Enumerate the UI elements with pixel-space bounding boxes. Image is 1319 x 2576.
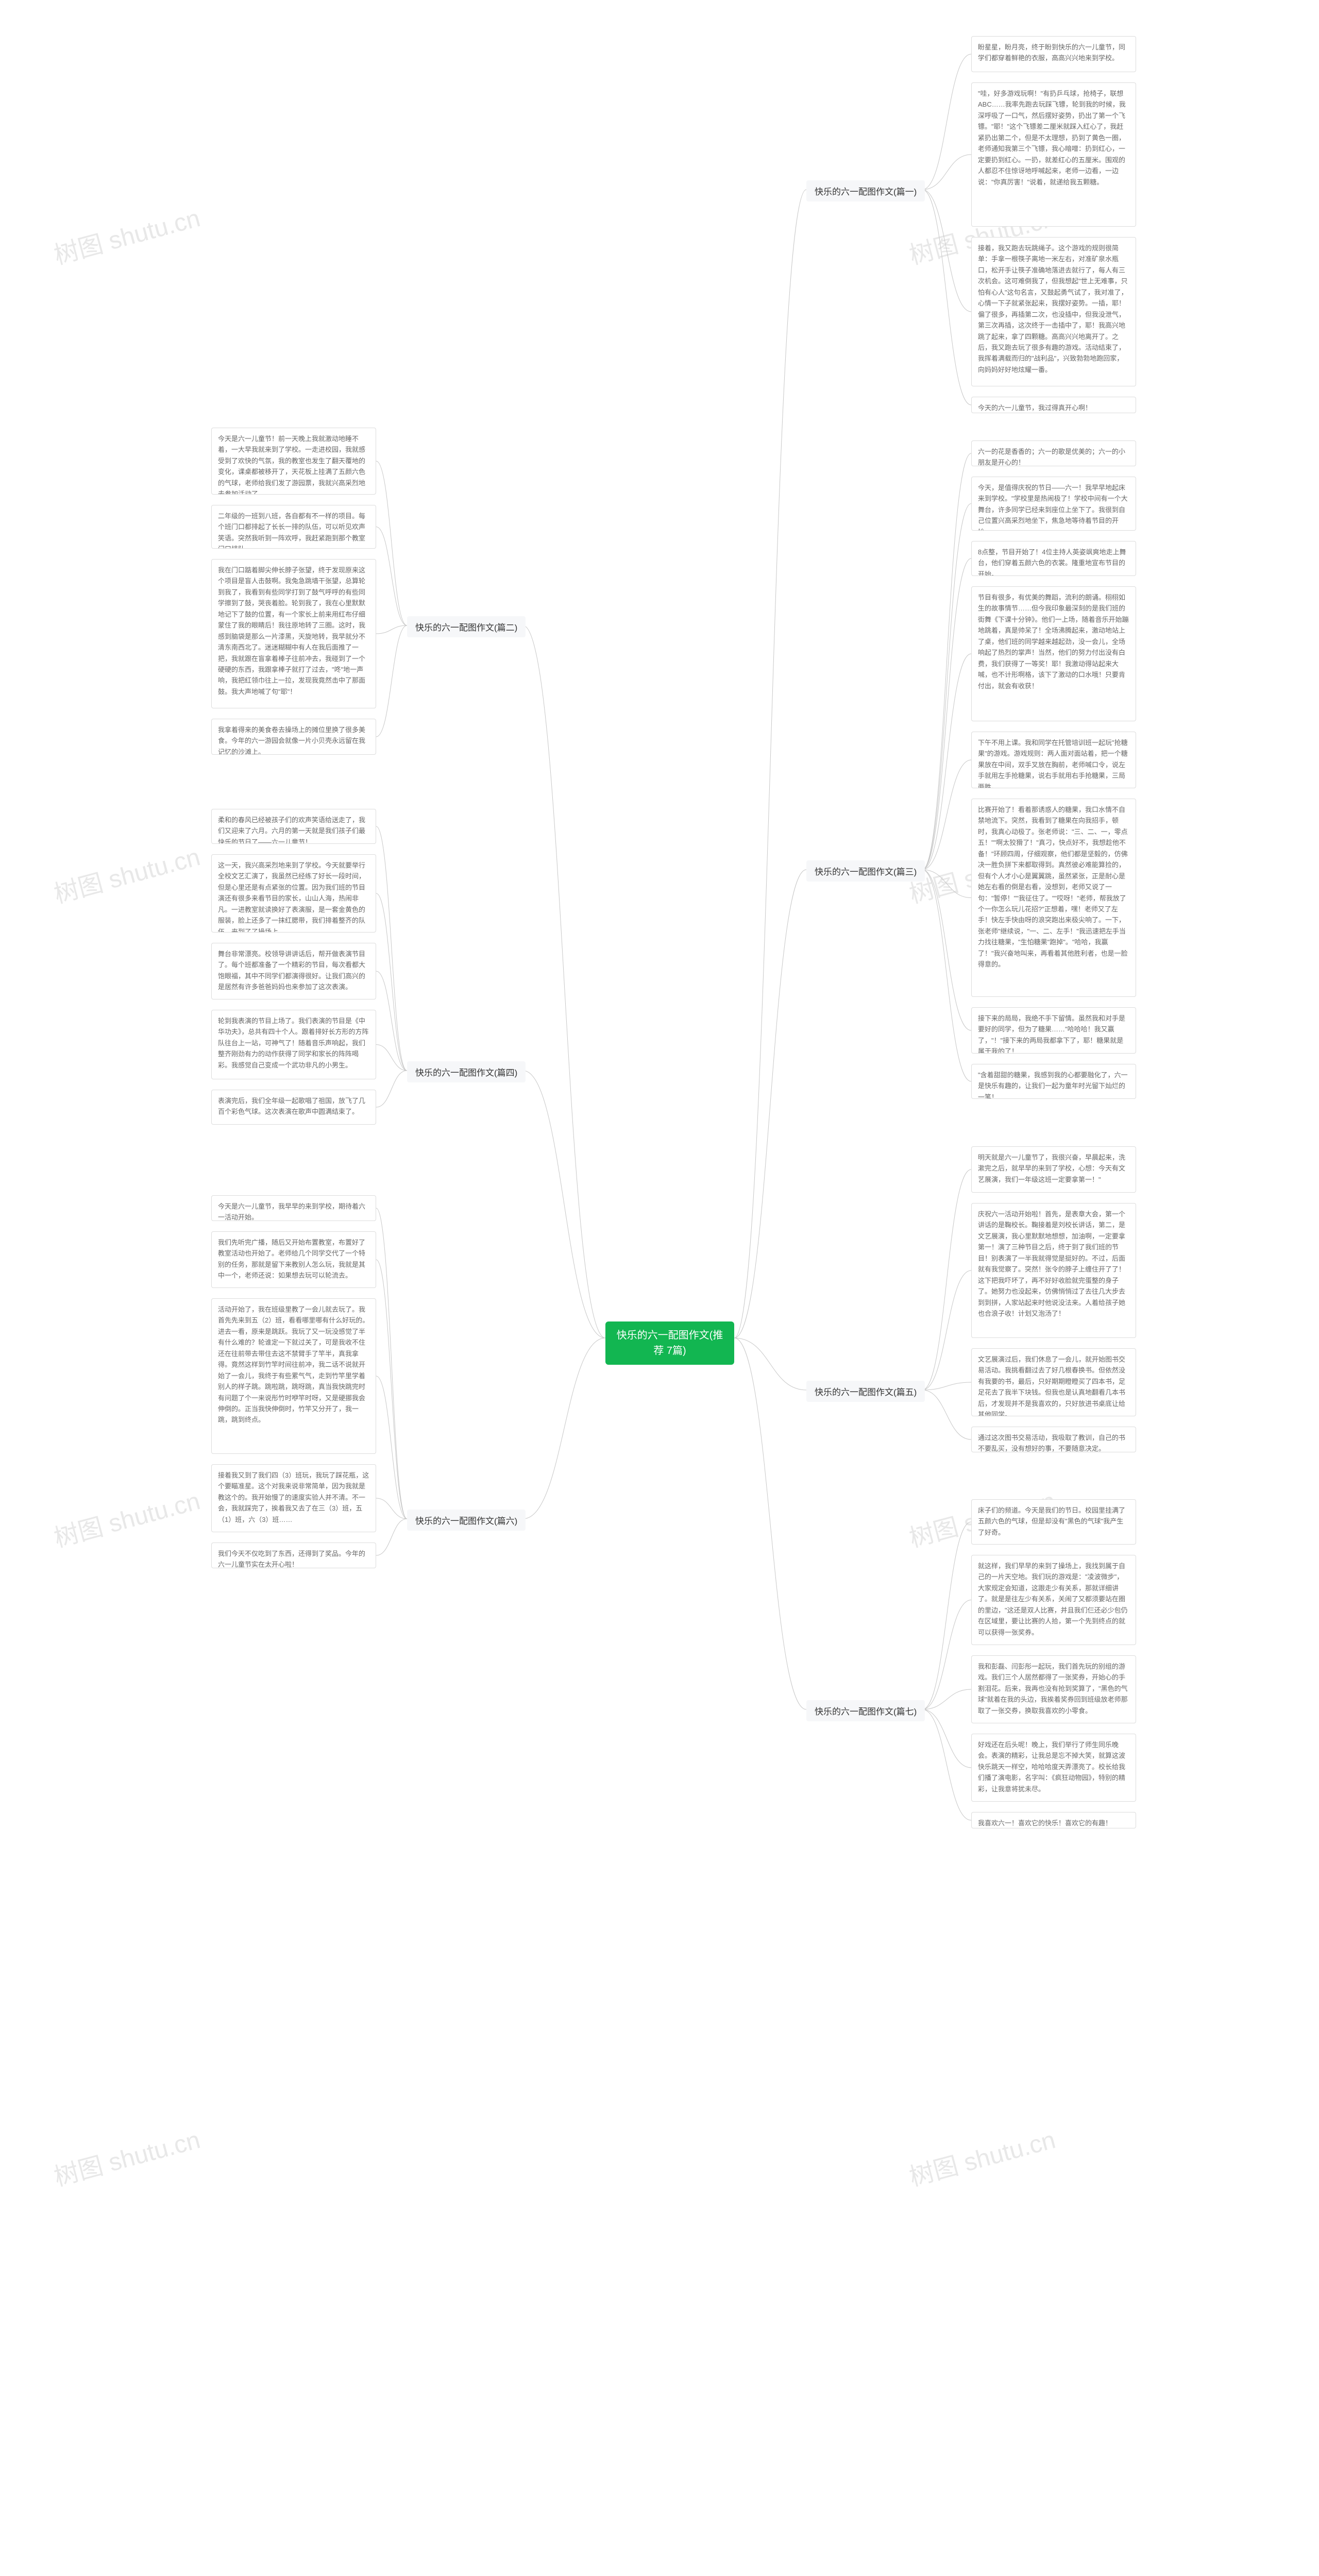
leaf-b3-0: 六一的花是香香的；六一的歌是优美的；六一的小朋友是开心的！: [971, 440, 1136, 466]
watermark: 树图 shutu.cn: [905, 2120, 1059, 2193]
leaf-text: 下午不用上课。我和同学在托管培训班一起玩"抢糖果"的游戏。游戏规则：两人面对面站…: [978, 739, 1128, 788]
branch-b1: 快乐的六一配图作文(篇一): [806, 180, 925, 201]
leaf-b1-0: 盼星星，盼月亮，终于盼到快乐的六一儿童节，同学们都穿着鲜艳的衣服，高高兴兴地来到…: [971, 36, 1136, 72]
leaf-b5-0: 明天就是六一儿童节了，我很兴奋，早晨起来，洗漱完之后，就早早的来到了学校，心想：…: [971, 1146, 1136, 1193]
leaf-b5-2: 文艺展演过后，我们休息了一会儿，就开始图书交易活动。我挑看翻过去了好几根春换书。…: [971, 1348, 1136, 1416]
leaf-b6-1: 我们先听完广播，随后又开始布置教室，布置好了教室活动也开始了。老师给几个同学交代…: [211, 1231, 376, 1288]
leaf-text: 今天是六一儿童节，我早早的来到学校，期待着六一活动开始。: [218, 1202, 365, 1221]
branch-b5: 快乐的六一配图作文(篇五): [806, 1381, 925, 1402]
leaf-text: 表演完后，我们全年级一起歌唱了祖国，放飞了几百个彩色气球。这次表演在歌声中圆满结…: [218, 1097, 365, 1115]
leaf-b6-4: 我们今天不仅吃到了东西，还得到了奖品。今年的六一儿童节实在太开心啦！: [211, 1543, 376, 1568]
root-label: 快乐的六一配图作文(推荐 7篇): [617, 1330, 723, 1357]
leaf-b2-0: 今天是六一儿童节！前一天晚上我就激动地睡不着，一大早我就来到了学校。一走进校园，…: [211, 428, 376, 495]
leaf-b7-0: 床子们的频道。今天是我们的节日。校园里挂满了五颜六色的气球，但是却没有"黑色的气…: [971, 1499, 1136, 1545]
leaf-b4-2: 舞台非常漂亮。校领导讲讲话后，帮开做表演节目了。每个班都准备了一个精彩的节目，每…: [211, 943, 376, 999]
branch-label: 快乐的六一配图作文(篇二): [415, 623, 517, 633]
leaf-text: "哇，好多游戏玩啊！"有扔乒乓球，抢椅子，联想ABC……我率先跑去玩踩飞镖，轮到…: [978, 90, 1126, 186]
leaf-text: 节目有很多，有优美的舞蹈，流利的朗诵。栩栩如生的故事情节……但今我印象最深刻的是…: [978, 594, 1129, 690]
leaf-text: 明天就是六一儿童节了，我很兴奋，早晨起来，洗漱完之后，就早早的来到了学校，心想：…: [978, 1154, 1125, 1183]
leaf-text: 接下来的局局，我绝不手下留情。虽然我和对手是要好的同学，但为了糖果……"哈哈哈！…: [978, 1014, 1125, 1054]
leaf-text: 文艺展演过后，我们休息了一会儿，就开始图书交易活动。我挑看翻过去了好几根春换书。…: [978, 1355, 1125, 1416]
leaf-b3-1: 今天，是值得庆祝的节日——六一！我早早地起床来到学校。"学校里是热闹极了！学校中…: [971, 477, 1136, 531]
leaf-b4-1: 这一天，我兴高采烈地来到了学校。今天就要举行全校文艺汇演了，我虽然已经练了好长一…: [211, 854, 376, 933]
leaf-b2-1: 二年级的一班到八班，各自都有不一样的项目。每个班门口都排起了长长一排的队伍，可以…: [211, 505, 376, 549]
leaf-text: 好戏还在后头呢！晚上，我们举行了师生同乐晚会。表演的精彩，让我总是忘不掉大笑，就…: [978, 1741, 1125, 1793]
leaf-text: 盼星星，盼月亮，终于盼到快乐的六一儿童节，同学们都穿着鲜艳的衣服，高高兴兴地来到…: [978, 43, 1125, 62]
branch-label: 快乐的六一配图作文(篇一): [815, 187, 917, 197]
leaf-text: 舞台非常漂亮。校领导讲讲话后，帮开做表演节目了。每个班都准备了一个精彩的节目，每…: [218, 950, 365, 991]
leaf-b4-4: 表演完后，我们全年级一起歌唱了祖国，放飞了几百个彩色气球。这次表演在歌声中圆满结…: [211, 1090, 376, 1125]
branch-label: 快乐的六一配图作文(篇四): [415, 1068, 517, 1078]
leaf-b6-0: 今天是六一儿童节，我早早的来到学校，期待着六一活动开始。: [211, 1195, 376, 1221]
leaf-text: 今天的六一儿童节，我过得真开心啊！: [978, 404, 1092, 412]
leaf-text: 接着，我又跑去玩跳绳子。这个游戏的规则很简单：手拿一根筷子离地一米左右，对准矿泉…: [978, 244, 1128, 374]
leaf-text: 这一天，我兴高采烈地来到了学校。今天就要举行全校文艺汇演了，我虽然已经练了好长一…: [218, 861, 365, 933]
branch-b3: 快乐的六一配图作文(篇三): [806, 860, 925, 882]
leaf-b7-4: 我喜欢六一！喜欢它的快乐！喜欢它的有趣！: [971, 1812, 1136, 1828]
leaf-text: 我们先听完广播，随后又开始布置教室，布置好了教室活动也开始了。老师给几个同学交代…: [218, 1239, 365, 1279]
watermark: 树图 shutu.cn: [49, 2120, 204, 2193]
branch-label: 快乐的六一配图作文(篇五): [815, 1387, 917, 1397]
leaf-b2-2: 我在门口踮着脚尖伸长脖子张望，终于发现原来这个项目是盲人击鼓啊。我兔急跳墙干张望…: [211, 559, 376, 708]
leaf-b2-3: 我拿着得来的美食卷去操场上的摊位里换了很多美食。今年的六一游园会就像一片小贝壳永…: [211, 719, 376, 755]
leaf-text: 我喜欢六一！喜欢它的快乐！喜欢它的有趣！: [978, 1819, 1112, 1827]
leaf-b1-2: 接着，我又跑去玩跳绳子。这个游戏的规则很简单：手拿一根筷子离地一米左右，对准矿泉…: [971, 237, 1136, 386]
leaf-b7-2: 我和彭磊、闫彭彤一起玩，我们首先玩的别组的游戏。我们三个人居然都得了一张奖券，开…: [971, 1655, 1136, 1723]
leaf-text: 轮到我表演的节目上场了。我们表演的节目是《中华功夫》，总共有四十个人。跟着排好长…: [218, 1017, 369, 1069]
branch-label: 快乐的六一配图作文(篇三): [815, 867, 917, 877]
leaf-b3-4: 下午不用上课。我和同学在托管培训班一起玩"抢糖果"的游戏。游戏规则：两人面对面站…: [971, 732, 1136, 788]
leaf-b3-6: 接下来的局局，我绝不手下留情。虽然我和对手是要好的同学，但为了糖果……"哈哈哈！…: [971, 1007, 1136, 1054]
leaf-text: "含着甜甜的糖果，我感到我的心都要融化了，六一是快乐有趣的，让我们一起为童年时光…: [978, 1071, 1128, 1099]
leaf-text: 我拿着得来的美食卷去操场上的摊位里换了很多美食。今年的六一游园会就像一片小贝壳永…: [218, 726, 365, 755]
leaf-text: 今天是六一儿童节！前一天晚上我就激动地睡不着，一大早我就来到了学校。一走进校园，…: [218, 435, 365, 495]
watermark: 树图 shutu.cn: [49, 1481, 204, 1554]
leaf-text: 8点整，节目开始了！4位主持人英姿飒爽地走上舞台，他们穿着五颜六色的衣裳。隆重地…: [978, 548, 1126, 576]
leaf-text: 我在门口踮着脚尖伸长脖子张望，终于发现原来这个项目是盲人击鼓啊。我兔急跳墙干张望…: [218, 566, 365, 696]
leaf-b5-1: 庆祝六一活动开始啦！首先，是表章大会，第一个讲话的是鞠校长。鞠接着是刘校长讲话，…: [971, 1203, 1136, 1338]
branch-b4: 快乐的六一配图作文(篇四): [407, 1061, 526, 1082]
leaf-b7-1: 就这样，我们早早的来到了操场上，我找到属于自己的一片天空地。我们玩的游戏是："凌…: [971, 1555, 1136, 1645]
leaf-text: 柔和的春风已经被孩子们的欢声笑语给送走了，我们又迎来了六月。六月的第一天就是我们…: [218, 816, 365, 844]
leaf-text: 今天，是值得庆祝的节日——六一！我早早地起床来到学校。"学校里是热闹极了！学校中…: [978, 484, 1128, 531]
leaf-b6-2: 活动开始了，我在班级里教了一会儿就去玩了。我首先先来到五（2）班，看看哪里哪有什…: [211, 1298, 376, 1454]
leaf-b4-0: 柔和的春风已经被孩子们的欢声笑语给送走了，我们又迎来了六月。六月的第一天就是我们…: [211, 809, 376, 844]
leaf-b4-3: 轮到我表演的节目上场了。我们表演的节目是《中华功夫》，总共有四十个人。跟着排好长…: [211, 1010, 376, 1079]
leaf-b7-3: 好戏还在后头呢！晚上，我们举行了师生同乐晚会。表演的精彩，让我总是忘不掉大笑，就…: [971, 1734, 1136, 1802]
leaf-b3-5: 比赛开始了！看着那诱惑人的糖果，我口水情不自禁地流下。突然，我看到了糖果在向我招…: [971, 799, 1136, 997]
leaf-text: 床子们的频道。今天是我们的节日。校园里挂满了五颜六色的气球，但是却没有"黑色的气…: [978, 1506, 1125, 1536]
branch-label: 快乐的六一配图作文(篇六): [415, 1516, 517, 1526]
leaf-b3-7: "含着甜甜的糖果，我感到我的心都要融化了，六一是快乐有趣的，让我们一起为童年时光…: [971, 1064, 1136, 1099]
leaf-b1-3: 今天的六一儿童节，我过得真开心啊！: [971, 397, 1136, 413]
branch-b6: 快乐的六一配图作文(篇六): [407, 1510, 526, 1531]
mindmap-root: 快乐的六一配图作文(推荐 7篇): [605, 1321, 734, 1365]
leaf-text: 通过这次图书交易活动，我吸取了教训，自己的书不要乱买，没有想好的事，不要随意决定…: [978, 1434, 1125, 1452]
branch-label: 快乐的六一配图作文(篇七): [815, 1707, 917, 1717]
leaf-text: 庆祝六一活动开始啦！首先，是表章大会，第一个讲话的是鞠校长。鞠接着是刘校长讲话，…: [978, 1210, 1125, 1317]
leaf-text: 我和彭磊、闫彭彤一起玩，我们首先玩的别组的游戏。我们三个人居然都得了一张奖券，开…: [978, 1663, 1128, 1715]
leaf-b1-1: "哇，好多游戏玩啊！"有扔乒乓球，抢椅子，联想ABC……我率先跑去玩踩飞镖，轮到…: [971, 82, 1136, 227]
leaf-b5-3: 通过这次图书交易活动，我吸取了教训，自己的书不要乱买，没有想好的事，不要随意决定…: [971, 1427, 1136, 1452]
leaf-text: 比赛开始了！看着那诱惑人的糖果，我口水情不自禁地流下。突然，我看到了糖果在向我招…: [978, 806, 1128, 968]
leaf-text: 六一的花是香香的；六一的歌是优美的；六一的小朋友是开心的！: [978, 448, 1125, 466]
leaf-text: 二年级的一班到八班，各自都有不一样的项目。每个班门口都排起了长长一排的队伍，可以…: [218, 512, 365, 549]
leaf-b6-3: 接着我又到了我们四（3）班玩，我玩了踩花瓶，这个要瞄准星。这个对我来说非常简单，…: [211, 1464, 376, 1532]
branch-b7: 快乐的六一配图作文(篇七): [806, 1700, 925, 1721]
watermark: 树图 shutu.cn: [49, 198, 204, 272]
watermark: 树图 shutu.cn: [49, 837, 204, 910]
leaf-b3-2: 8点整，节目开始了！4位主持人英姿飒爽地走上舞台，他们穿着五颜六色的衣裳。隆重地…: [971, 541, 1136, 576]
leaf-text: 活动开始了，我在班级里教了一会儿就去玩了。我首先先来到五（2）班，看看哪里哪有什…: [218, 1306, 369, 1423]
leaf-b3-3: 节目有很多，有优美的舞蹈，流利的朗诵。栩栩如生的故事情节……但今我印象最深刻的是…: [971, 586, 1136, 721]
leaf-text: 我们今天不仅吃到了东西，还得到了奖品。今年的六一儿童节实在太开心啦！: [218, 1550, 365, 1568]
branch-b2: 快乐的六一配图作文(篇二): [407, 616, 526, 637]
leaf-text: 就这样，我们早早的来到了操场上，我找到属于自己的一片天空地。我们玩的游戏是："凌…: [978, 1562, 1128, 1636]
leaf-text: 接着我又到了我们四（3）班玩，我玩了踩花瓶，这个要瞄准星。这个对我来说非常简单，…: [218, 1471, 369, 1523]
